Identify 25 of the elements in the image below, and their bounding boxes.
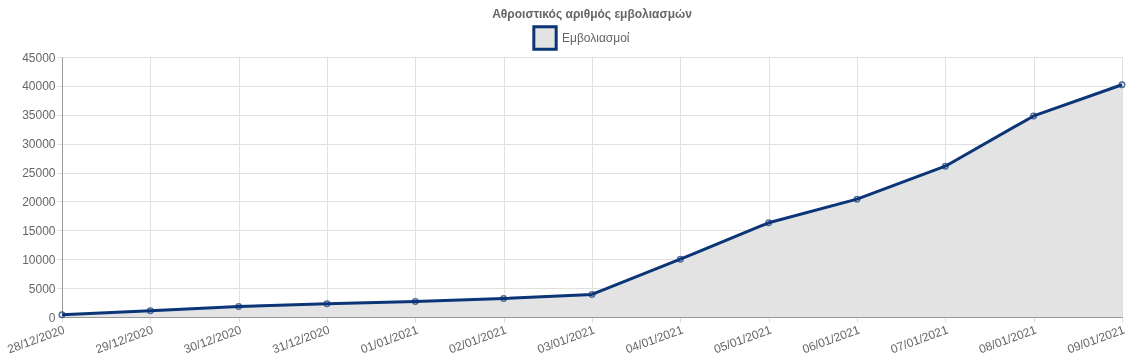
point <box>588 290 596 298</box>
point <box>676 255 684 263</box>
point <box>1118 81 1126 89</box>
y-tick-label: 5000 <box>28 281 56 296</box>
legend-label: Εμβολιασμοί <box>562 31 630 45</box>
point <box>1030 112 1038 120</box>
y-tick-label: 20000 <box>22 194 56 209</box>
y-tick-label: 35000 <box>22 108 56 123</box>
y-tick-label: 30000 <box>22 137 56 152</box>
chart-title: Αθροιστικός αριθμός εμβολιασμών <box>492 7 693 21</box>
y-tick-label: 40000 <box>22 79 56 94</box>
point <box>941 162 949 170</box>
point <box>58 311 66 319</box>
point <box>323 300 331 308</box>
point <box>146 307 154 315</box>
y-tick-label: 0 <box>48 310 56 325</box>
point <box>765 219 773 227</box>
point <box>853 195 861 203</box>
y-tick-label: 25000 <box>22 166 56 181</box>
point <box>500 295 508 302</box>
point <box>411 297 419 305</box>
point <box>235 303 243 311</box>
y-tick-label: 10000 <box>22 252 56 267</box>
y-tick-label: 45000 <box>22 50 56 65</box>
y-tick-label: 15000 <box>22 223 56 238</box>
